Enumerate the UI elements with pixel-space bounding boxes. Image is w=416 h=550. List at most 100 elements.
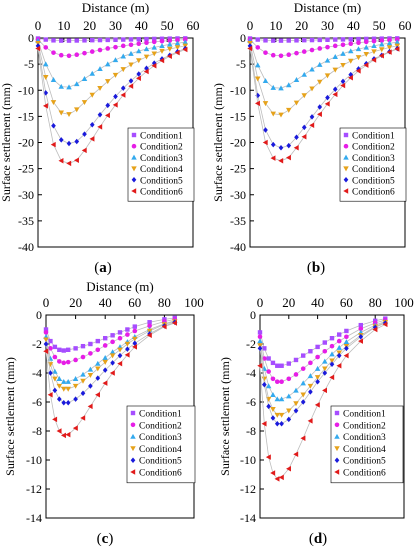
panel-b-series-4-point [371,49,377,55]
panel-a-legend-item: Condition1 [131,132,183,142]
panel-b-series-3-point [309,66,315,72]
panel-d-series-5-point [257,345,263,352]
panel-c-series-2-point [132,328,138,334]
panel-d-series-3-point [343,339,350,345]
panel-a-x-tick-label: 60 [187,18,200,33]
panel-c-series-3-point [102,355,108,360]
panel-a-series-3-point [128,50,134,56]
panel-a-series-6-point [159,57,165,64]
panel-a-x-tick-label: 50 [161,18,174,33]
panel-b-series-5-point [356,66,361,72]
panel-a-series-6-point [174,49,180,56]
panel-c-series-5-point [125,346,130,352]
panel-d-series-5-point [270,415,276,421]
panel-d-legend-label: Condition4 [343,445,386,455]
panel-a-legend-label: Condition2 [140,143,183,153]
panel-d-series-4-point [278,412,285,418]
panel-d-series-1-point [293,357,299,363]
panel-a-legend-item: Condition4 [131,165,183,175]
panel-c-legend-marker [130,469,136,475]
panel-a-legend-marker [131,188,137,194]
panel-d-legend-item: Condition3 [334,433,386,443]
panel-d-series-1-point [270,360,276,366]
panel-c-y-tick-label: -4 [32,366,42,380]
panel-d-series-5-point [293,407,299,414]
panel-b-series-6-point [286,154,291,161]
panel-c-series-6 [43,320,177,439]
panel-d-series-5-point [308,389,313,395]
panel-c-series-2-point [88,351,93,356]
panel-c-series-6-point [95,392,100,398]
panel-b-series-1 [247,36,400,43]
panel-c-series-2-line [45,318,175,364]
panel-d-legend-marker [334,469,340,475]
panel-b-series-3-point [332,54,338,60]
panel-d-legend-label: Condition3 [343,433,386,443]
panel-d-series-2-point [286,376,292,382]
panel-d-series-2-point [308,360,313,366]
panel-d-legend-item: Condition5 [334,457,386,467]
panel-b-series-5-point [340,78,346,85]
panel-d-series-3-point [300,380,306,386]
panel-a-series-5-point [113,93,118,100]
panel-d-series-6-point [343,352,349,359]
panel-b-series-4-point [278,112,284,118]
panel-a-series-6 [35,45,188,167]
panel-a-series-5-point [97,112,103,118]
panel-c-series-4-point [61,386,67,392]
panel-d-series-4-point [307,383,314,389]
panel-b-series-6-point [262,139,268,146]
panel-d-series-1 [257,316,388,368]
panel-d-series-4-point [270,407,276,412]
panel-a-x-tick-label: 10 [57,18,70,33]
panel-c-series-4-point [109,353,116,359]
panel-a-series-2-point [66,53,72,59]
panel-a: 0 10 20 30 40 50 60 0 -5 -10 -15 -20 -25 -30 -35 -40 Dis… [0,0,200,276]
panel-c-series-1-point [48,338,53,344]
panel-b-series-2-point [301,49,307,54]
panel-d-series-2-point [270,376,276,382]
panel-a-series-2-point [43,45,49,50]
panel-d-series-2-point [293,372,299,377]
panel-c-series-3-point [72,376,79,381]
panel-c-series-6-point [61,432,66,439]
panel-b-series-3-point [324,57,331,63]
panel-c-series-5-point [56,396,62,402]
panel-a-series-1-point [59,38,64,43]
panel-a-legend-box [127,127,195,202]
panel-a-series-4-point [174,45,181,51]
panel-b-series-4-point [262,101,269,107]
panel-d-series-1-point [275,363,280,368]
panel-c-x-tick-label: 0 [43,295,50,310]
panel-d-series-3-point [314,365,321,371]
panel-b-series-6-point [379,53,384,59]
panel-d-series-3-point [274,396,281,402]
panel-c-series-1-point [110,333,115,338]
panel-d-series-3-point [322,358,328,364]
panel-d-series-4-point [274,412,281,418]
panel-a-series-2-point [151,39,157,45]
panel-c-legend-label: Condition1 [139,410,182,420]
panel-a-series-1-point [66,38,72,43]
panel-b-series-6-point [340,82,346,89]
panel-a-series-3-point [89,70,95,76]
panel-c-series-5-point [43,341,49,347]
panel-c-series-4-point [95,366,101,372]
panel-d-x-tick-label: 40 [311,295,324,310]
panel-a-series-6-point [89,136,95,142]
panel-c-legend-marker [130,422,136,428]
panel-c-series-2-point [102,343,108,348]
panel-a-series-2-point [175,37,180,43]
panel-b-series-6-point [301,134,307,140]
panel-b-x-tick-label: 20 [295,18,308,33]
panel-a-series-5-point [136,71,142,77]
panel-b-series-3-point [293,77,300,82]
panel-b-series-4-point [386,45,393,51]
panel-d-series-5-point [266,403,271,410]
panel-b-series-2-point [263,50,268,55]
panel-b-series-3-point [363,44,369,50]
panel-c-series-1 [43,315,177,353]
panel-c-series-2-point [80,354,86,360]
panel-a-series-5-point [51,123,56,129]
